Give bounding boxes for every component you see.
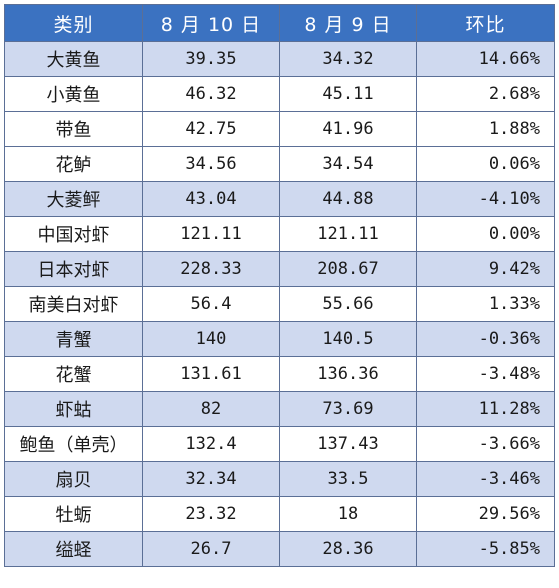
table-row: 南美白对虾 56.4 55.66 1.33%	[4, 286, 555, 322]
cell-change: -3.46%	[416, 461, 555, 497]
header-aug10: 8 月 10 日	[142, 4, 280, 42]
cell-aug9: 73.69	[279, 391, 417, 427]
cell-change: -5.85%	[416, 531, 555, 567]
cell-aug10: 140	[142, 321, 280, 357]
table-row: 青蟹 140 140.5 -0.36%	[4, 321, 555, 357]
cell-category: 鲍鱼（单壳）	[4, 426, 143, 462]
cell-aug9: 28.36	[279, 531, 417, 567]
cell-aug9: 34.32	[279, 41, 417, 77]
cell-category: 花鲈	[4, 146, 143, 182]
cell-category: 带鱼	[4, 111, 143, 147]
cell-change: -0.36%	[416, 321, 555, 357]
cell-aug9: 34.54	[279, 146, 417, 182]
cell-change: 0.00%	[416, 216, 555, 252]
cell-category: 日本对虾	[4, 251, 143, 287]
cell-change: -3.48%	[416, 356, 555, 392]
cell-change: -3.66%	[416, 426, 555, 462]
cell-aug9: 140.5	[279, 321, 417, 357]
cell-aug10: 46.32	[142, 76, 280, 112]
cell-category: 缢蛏	[4, 531, 143, 567]
cell-change: 2.68%	[416, 76, 555, 112]
header-aug9: 8 月 9 日	[279, 4, 417, 42]
cell-aug9: 136.36	[279, 356, 417, 392]
cell-aug9: 18	[279, 496, 417, 532]
price-table: 类别 8 月 10 日 8 月 9 日 环比 大黄鱼 39.35 34.32 1…	[4, 4, 555, 567]
cell-aug10: 34.56	[142, 146, 280, 182]
table-row: 花蟹 131.61 136.36 -3.48%	[4, 356, 555, 392]
cell-aug10: 56.4	[142, 286, 280, 322]
table-row: 日本对虾 228.33 208.67 9.42%	[4, 251, 555, 287]
cell-category: 南美白对虾	[4, 286, 143, 322]
cell-category: 大黄鱼	[4, 41, 143, 77]
table-row: 大菱鲆 43.04 44.88 -4.10%	[4, 181, 555, 217]
cell-aug9: 33.5	[279, 461, 417, 497]
cell-aug9: 208.67	[279, 251, 417, 287]
cell-aug10: 39.35	[142, 41, 280, 77]
table-row: 大黄鱼 39.35 34.32 14.66%	[4, 41, 555, 77]
table-row: 花鲈 34.56 34.54 0.06%	[4, 146, 555, 182]
header-category: 类别	[4, 4, 143, 42]
cell-aug9: 44.88	[279, 181, 417, 217]
table-row: 鲍鱼（单壳） 132.4 137.43 -3.66%	[4, 426, 555, 462]
cell-category: 牡蛎	[4, 496, 143, 532]
cell-aug10: 23.32	[142, 496, 280, 532]
cell-aug10: 121.11	[142, 216, 280, 252]
cell-category: 青蟹	[4, 321, 143, 357]
cell-aug9: 121.11	[279, 216, 417, 252]
header-change: 环比	[416, 4, 555, 42]
cell-aug10: 32.34	[142, 461, 280, 497]
cell-aug10: 131.61	[142, 356, 280, 392]
cell-category: 大菱鲆	[4, 181, 143, 217]
cell-change: 14.66%	[416, 41, 555, 77]
cell-category: 扇贝	[4, 461, 143, 497]
table-row: 缢蛏 26.7 28.36 -5.85%	[4, 531, 555, 567]
cell-category: 虾蛄	[4, 391, 143, 427]
cell-change: 0.06%	[416, 146, 555, 182]
table-row: 扇贝 32.34 33.5 -3.46%	[4, 461, 555, 497]
cell-change: 11.28%	[416, 391, 555, 427]
cell-change: 1.88%	[416, 111, 555, 147]
cell-change: -4.10%	[416, 181, 555, 217]
table-header-row: 类别 8 月 10 日 8 月 9 日 环比	[4, 4, 555, 42]
cell-aug9: 55.66	[279, 286, 417, 322]
cell-aug9: 41.96	[279, 111, 417, 147]
price-table-container: 类别 8 月 10 日 8 月 9 日 环比 大黄鱼 39.35 34.32 1…	[4, 4, 555, 567]
cell-change: 9.42%	[416, 251, 555, 287]
table-row: 小黄鱼 46.32 45.11 2.68%	[4, 76, 555, 112]
cell-change: 29.56%	[416, 496, 555, 532]
cell-aug10: 82	[142, 391, 280, 427]
cell-category: 小黄鱼	[4, 76, 143, 112]
table-row: 牡蛎 23.32 18 29.56%	[4, 496, 555, 532]
cell-change: 1.33%	[416, 286, 555, 322]
cell-aug10: 132.4	[142, 426, 280, 462]
cell-aug9: 137.43	[279, 426, 417, 462]
cell-aug10: 43.04	[142, 181, 280, 217]
table-row: 带鱼 42.75 41.96 1.88%	[4, 111, 555, 147]
table-row: 中国对虾 121.11 121.11 0.00%	[4, 216, 555, 252]
cell-aug10: 42.75	[142, 111, 280, 147]
cell-aug9: 45.11	[279, 76, 417, 112]
cell-category: 花蟹	[4, 356, 143, 392]
cell-aug10: 228.33	[142, 251, 280, 287]
cell-aug10: 26.7	[142, 531, 280, 567]
cell-category: 中国对虾	[4, 216, 143, 252]
table-row: 虾蛄 82 73.69 11.28%	[4, 391, 555, 427]
